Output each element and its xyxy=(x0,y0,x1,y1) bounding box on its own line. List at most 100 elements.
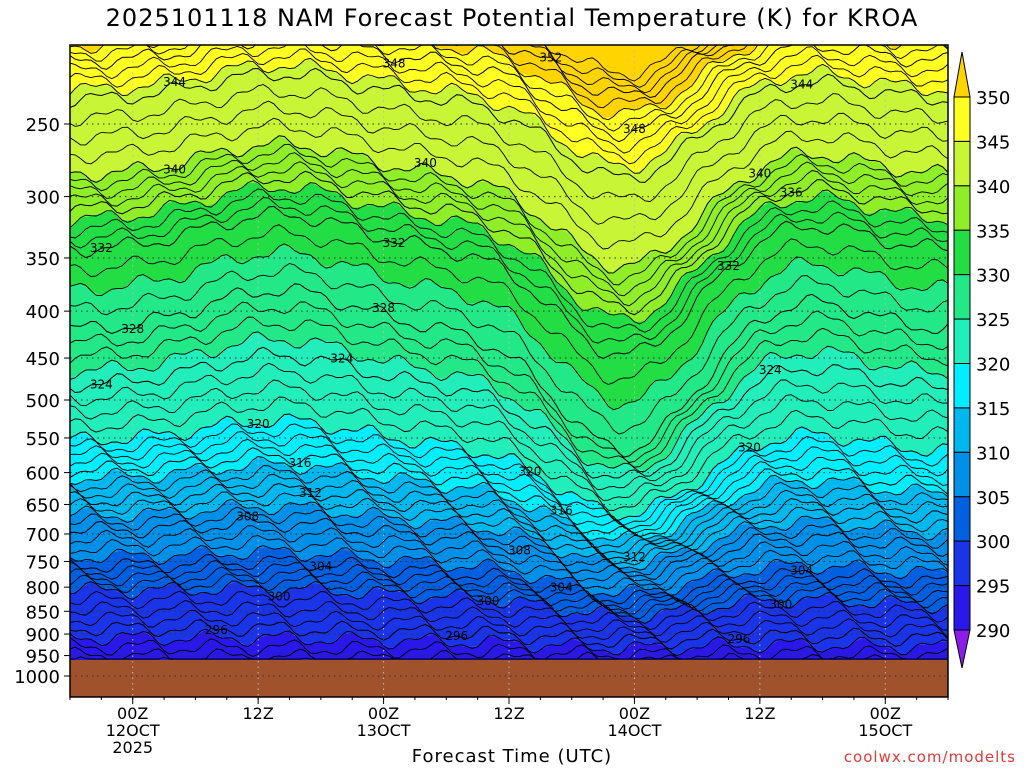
isentrope-label-328: 328 xyxy=(372,301,395,315)
colorbar-segment-325 xyxy=(953,318,971,365)
isentrope-label-348: 348 xyxy=(383,56,406,70)
isentrope-296 xyxy=(70,619,948,650)
isentrope-contours xyxy=(70,45,948,660)
colorbar-label-295: 295 xyxy=(976,577,1010,598)
isentrope-label-324: 324 xyxy=(759,363,782,377)
isentrope-350 xyxy=(70,45,948,121)
colorbar-segment-335 xyxy=(953,229,971,276)
colorbar-label-305: 305 xyxy=(976,488,1010,509)
y-tick-label-300: 300 xyxy=(26,188,60,209)
isentrope-303 xyxy=(70,560,948,610)
isentrope-313 xyxy=(70,473,948,555)
isentrope-293 xyxy=(70,646,948,660)
colorbar-segment-305 xyxy=(953,496,971,542)
chart-title: 2025101118 NAM Forecast Potential Temper… xyxy=(105,4,919,32)
isentrope-label-304: 304 xyxy=(790,564,813,578)
colorbar-label-340: 340 xyxy=(976,177,1010,198)
x-tick-date-54: 14OCT xyxy=(607,721,661,740)
isentrope-330 xyxy=(70,243,948,411)
y-tick-label-1000: 1000 xyxy=(14,667,60,688)
isentrope-319 xyxy=(70,423,948,526)
isentrope-315 xyxy=(70,455,948,541)
theta-band-310 xyxy=(70,500,948,597)
isentrope-label-308: 308 xyxy=(508,544,531,558)
colorbar-label-310: 310 xyxy=(976,443,1010,464)
isentrope-332 xyxy=(70,205,948,359)
isentrope-314 xyxy=(70,465,948,548)
isentrope-305 xyxy=(70,545,948,598)
isentrope-307 xyxy=(70,525,948,586)
theta-band-345 xyxy=(70,58,948,273)
isentrope-341 xyxy=(70,117,948,250)
colorbar-top-arrow xyxy=(953,51,971,98)
isentrope-347 xyxy=(70,45,948,154)
isentrope-label-340: 340 xyxy=(748,167,771,181)
y-tick-label-600: 600 xyxy=(26,464,60,485)
x-tick-time-78: 00Z xyxy=(870,704,901,723)
colorbar-segment-295 xyxy=(953,585,971,631)
isentrope-321 xyxy=(70,396,948,511)
isentrope-label-300: 300 xyxy=(769,597,792,611)
isentrope-327 xyxy=(70,301,948,463)
colorbar-label-345: 345 xyxy=(976,132,1010,153)
colorbar-segment-330 xyxy=(953,274,971,320)
colorbar-segment-340 xyxy=(953,185,971,231)
y-tick-label-800: 800 xyxy=(26,578,60,599)
isentrope-316 xyxy=(70,447,948,538)
isentrope-300 xyxy=(70,580,948,624)
colorbar: 350 345 340 335 330 325 320 315 310 305 300 295 290 xyxy=(953,51,1010,669)
colorbar-label-320: 320 xyxy=(976,355,1010,376)
y-tick-label-350: 350 xyxy=(26,249,60,270)
isentrope-label-304: 304 xyxy=(309,560,332,574)
isentrope-318 xyxy=(70,431,948,530)
isentrope-311 xyxy=(70,491,948,566)
isentrope-label-344: 344 xyxy=(790,78,813,92)
x-tick-time-18: 12Z xyxy=(242,704,273,723)
isentrope-323 xyxy=(70,362,948,491)
colorbar-bottom-arrow xyxy=(953,629,971,669)
isentrope-337 xyxy=(70,161,948,307)
isentrope-label-316: 316 xyxy=(288,456,311,470)
colorbar-segment-315 xyxy=(953,407,971,453)
colorbar-label-330: 330 xyxy=(976,266,1010,287)
y-tick-label-700: 700 xyxy=(26,525,60,546)
isentrope-label-324: 324 xyxy=(90,378,113,392)
isentrope-label-332: 332 xyxy=(717,259,740,273)
y-tick-label-900: 900 xyxy=(26,625,60,646)
isentrope-333 xyxy=(70,197,948,344)
isentrope-351 xyxy=(83,45,748,109)
isentrope-344 xyxy=(70,67,948,183)
colorbar-label-350: 350 xyxy=(976,88,1010,109)
colorbar-segment-345 xyxy=(953,140,971,187)
y-tick-label-450: 450 xyxy=(26,349,60,370)
x-tick-time-66: 12Z xyxy=(744,704,775,723)
isentrope-349 xyxy=(70,45,948,132)
isentrope-336 xyxy=(70,170,948,316)
isentrope-342 xyxy=(70,100,948,225)
isentrope-label-308: 308 xyxy=(236,510,259,524)
isentrope-328 xyxy=(70,283,948,458)
isentrope-331 xyxy=(70,224,948,385)
isentrope-339 xyxy=(70,143,948,286)
colorbar-segment-350 xyxy=(953,96,971,142)
isentrope-label-332: 332 xyxy=(90,241,113,255)
colorbar-label-290: 290 xyxy=(976,621,1010,642)
colorbar-segment-320 xyxy=(953,363,971,409)
x-axis-title: Forecast Time (UTC) xyxy=(411,746,613,767)
y-tick-label-250: 250 xyxy=(26,115,60,136)
x-tick-time-6: 00Z xyxy=(117,704,148,723)
isentrope-label-324: 324 xyxy=(330,352,353,366)
credit-text[interactable]: coolwx.com/modelts xyxy=(843,748,1016,766)
isentrope-326 xyxy=(70,316,948,468)
isentrope-label-300: 300 xyxy=(477,594,500,608)
x-tick-time-42: 12Z xyxy=(493,704,524,723)
isentrope-label-332: 332 xyxy=(383,236,406,250)
isentrope-label-348: 348 xyxy=(623,122,646,136)
isentrope-329 xyxy=(70,263,948,435)
theta-band-350 xyxy=(70,45,948,174)
isentrope-labels: 296 296 296 300 300 300 304 304 304 308 308 312 312 3… xyxy=(90,50,813,646)
colorbar-label-315: 315 xyxy=(976,399,1010,420)
isentrope-320 xyxy=(70,413,948,521)
isentrope-312 xyxy=(70,482,948,560)
